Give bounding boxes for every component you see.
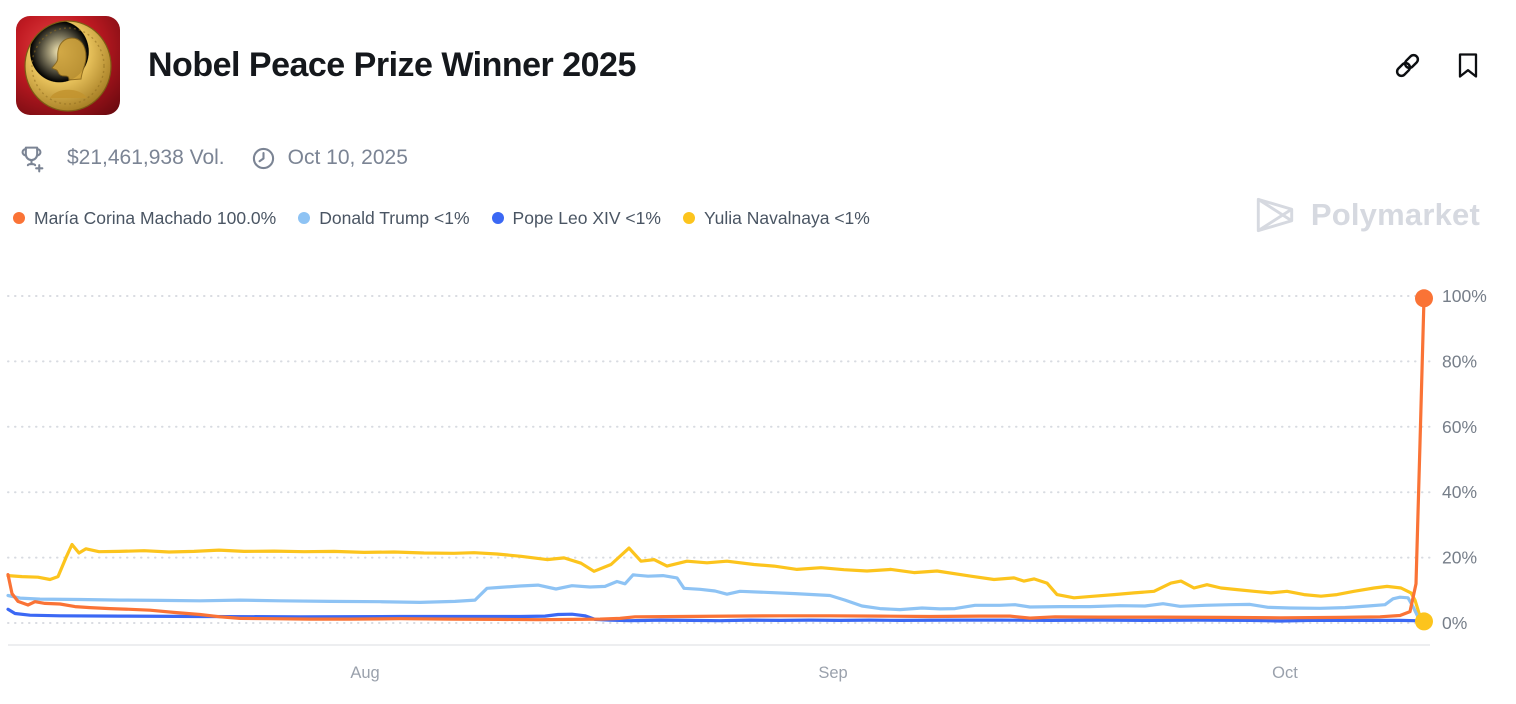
legend-value: <1% bbox=[625, 207, 661, 228]
x-axis-labels: Aug Sep Oct bbox=[350, 664, 1298, 682]
series-end-dot-yulia-navalnaya bbox=[1415, 612, 1433, 631]
svg-text:Aug: Aug bbox=[350, 664, 379, 682]
gridlines bbox=[7, 295, 1433, 624]
nobel-medal-image bbox=[16, 15, 120, 115]
series-line-mar-a-corina-machado bbox=[6, 296, 1426, 622]
legend-value: <1% bbox=[834, 207, 870, 228]
polymarket-logo-icon bbox=[1256, 197, 1294, 233]
polymarket-wordmark: Polymarket bbox=[1310, 197, 1480, 232]
legend-item-navalnaya[interactable]: Yulia Navalnaya <1% bbox=[682, 207, 870, 229]
legend-name: Yulia Navalnaya bbox=[703, 207, 830, 228]
chart-legend: María Corina Machado 100.0% Donald Trump… bbox=[13, 203, 870, 233]
svg-text:100%: 100% bbox=[1442, 286, 1487, 306]
legend-value: 100.0% bbox=[216, 207, 277, 228]
nobel-medal-art bbox=[16, 15, 120, 115]
svg-text:0%: 0% bbox=[1442, 613, 1467, 633]
date-text: Oct 10, 2025 bbox=[287, 146, 408, 169]
header-actions bbox=[1393, 51, 1480, 80]
bookmark-icon bbox=[1458, 52, 1478, 78]
svg-text:60%: 60% bbox=[1442, 417, 1477, 437]
series-dot-pope-leo bbox=[491, 212, 504, 224]
series-end-dot-mar-a-corina-machado bbox=[1415, 289, 1433, 308]
polymarket-watermark: Polymarket bbox=[1251, 194, 1480, 236]
price-chart[interactable]: 0% 20% 40% 60% 80% 100% Aug Sep Oct bbox=[0, 280, 1516, 704]
svg-text:Sep: Sep bbox=[818, 664, 847, 682]
price-chart-svg: 0% 20% 40% 60% 80% 100% Aug Sep Oct bbox=[6, 286, 1487, 682]
series-line-yulia-navalnaya bbox=[6, 542, 1426, 623]
series-line-donald-trump bbox=[6, 573, 1426, 622]
volume-text: $21,461,938 Vol. bbox=[67, 146, 225, 169]
y-axis-labels: 0% 20% 40% 60% 80% 100% bbox=[1442, 286, 1487, 633]
series-dot-navalnaya bbox=[682, 212, 695, 224]
copy-link-button[interactable] bbox=[1393, 51, 1422, 80]
legend-name: María Corina Machado bbox=[34, 207, 212, 228]
series-dot-machado bbox=[13, 212, 25, 224]
legend-value: <1% bbox=[434, 207, 470, 228]
legend-name: Pope Leo XIV bbox=[512, 207, 621, 228]
bookmark-button[interactable] bbox=[1456, 51, 1480, 80]
stats-row: $21,461,938 Vol. Oct 10, 2025 bbox=[16, 141, 408, 175]
legend-item-trump[interactable]: Donald Trump <1% bbox=[298, 207, 470, 229]
link-icon bbox=[1395, 53, 1420, 77]
header: Nobel Peace Prize Winner 2025 bbox=[16, 15, 1480, 115]
series-dot-trump bbox=[298, 212, 311, 224]
series-line-pope-leo-xiv bbox=[6, 607, 1426, 623]
page-title: Nobel Peace Prize Winner 2025 bbox=[148, 45, 636, 84]
legend-item-pope-leo[interactable]: Pope Leo XIV <1% bbox=[491, 207, 661, 229]
trophy-plus-icon bbox=[21, 146, 44, 172]
svg-text:40%: 40% bbox=[1442, 482, 1477, 502]
clock-icon bbox=[252, 147, 274, 169]
svg-text:Oct: Oct bbox=[1272, 664, 1298, 682]
legend-name: Donald Trump bbox=[319, 207, 430, 228]
svg-text:80%: 80% bbox=[1442, 351, 1477, 371]
legend-item-machado[interactable]: María Corina Machado 100.0% bbox=[13, 208, 276, 229]
svg-text:20%: 20% bbox=[1442, 548, 1477, 568]
